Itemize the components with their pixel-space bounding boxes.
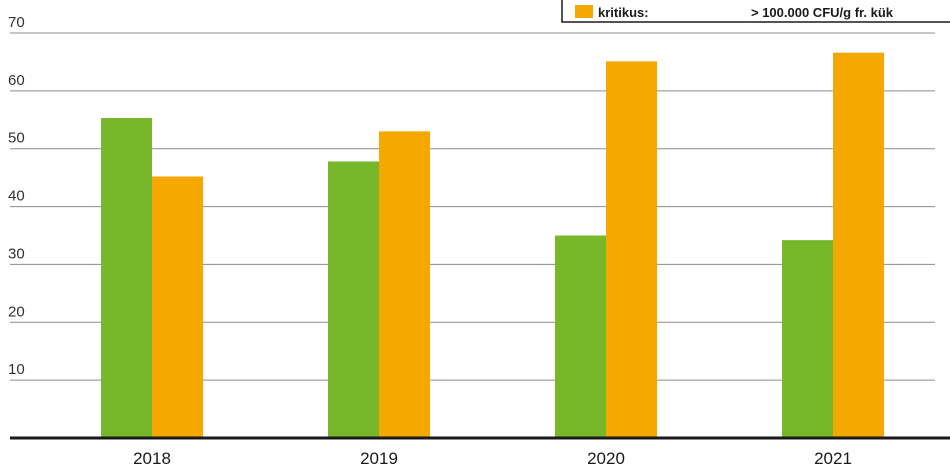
bars [101,52,884,439]
bar-2020-series1 [555,235,606,438]
legend-value-kritikus: > 100.000 CFU/g fr. kük [751,5,894,20]
bar-2021-series2 [833,52,884,439]
y-tick-label-30: 30 [8,245,25,262]
legend-box [561,0,950,23]
bar-2021-series1 [782,240,833,438]
x-tick-label-2019: 2019 [360,449,398,468]
legend-swatch-kritikus [575,5,593,18]
y-axis-ticks: 10 20 30 40 50 60 70 [8,14,25,378]
bar-2019-series1 [328,161,379,438]
bar-2019-series2 [379,131,430,438]
y-tick-label-50: 50 [8,130,25,147]
y-tick-label-10: 10 [8,361,25,378]
y-tick-label-20: 20 [8,303,25,320]
bar-2018-series2 [152,176,203,438]
legend-label-kritikus: kritikus: [598,5,649,20]
y-tick-label-70: 70 [8,14,25,31]
legend: kritikus: > 100.000 CFU/g fr. kük [561,0,950,23]
y-tick-label-60: 60 [8,72,25,89]
bar-2018-series1 [101,118,152,439]
bar-2020-series2 [606,61,657,438]
x-axis-ticks: 2018 2019 2020 2021 [133,449,852,468]
y-tick-label-40: 40 [8,188,25,205]
x-tick-label-2021: 2021 [814,449,852,468]
x-tick-label-2018: 2018 [133,449,171,468]
x-tick-label-2020: 2020 [587,449,625,468]
